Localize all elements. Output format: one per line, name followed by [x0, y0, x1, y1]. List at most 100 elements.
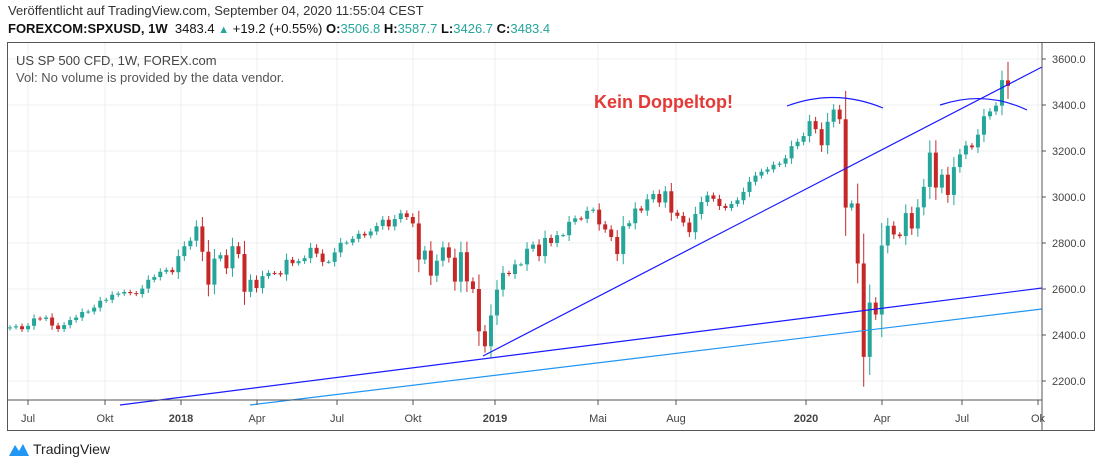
candle — [561, 233, 566, 238]
low-value: 3426.7 — [453, 21, 494, 36]
candle — [525, 242, 530, 271]
candle-body — [296, 261, 301, 264]
candle-body — [266, 272, 271, 277]
candle-body — [86, 311, 91, 313]
candle-body — [176, 256, 181, 273]
candle — [182, 241, 187, 261]
candle-body — [963, 145, 968, 155]
candle — [603, 221, 608, 233]
open-value: 3506.8 — [340, 21, 381, 36]
candle — [933, 140, 938, 200]
candle-body — [573, 218, 578, 222]
tradingview-logo[interactable]: TradingView — [8, 441, 110, 457]
candle-body — [543, 237, 548, 257]
candle-body — [374, 225, 379, 232]
candle — [218, 252, 223, 262]
x-tick-label: Aug — [666, 413, 686, 425]
candle-body — [110, 294, 115, 300]
candle — [855, 183, 860, 284]
candle-body — [519, 264, 524, 266]
candle-body — [891, 225, 896, 235]
legend-title: US SP 500 CFD, 1W, FOREX.com — [16, 53, 217, 68]
candle — [128, 289, 133, 296]
candle — [470, 277, 475, 294]
candle — [188, 237, 193, 250]
candle — [38, 316, 43, 321]
candle-body — [849, 203, 854, 208]
candle-body — [230, 246, 235, 269]
candle-body — [392, 219, 397, 227]
candle — [675, 209, 680, 219]
candle-body — [218, 255, 223, 259]
candle-body — [549, 237, 554, 243]
candle-body — [272, 272, 277, 274]
close-label: C: — [496, 21, 511, 36]
candle-body — [795, 141, 800, 147]
x-tick-label: Okt — [404, 413, 421, 425]
candle-body — [332, 252, 337, 262]
candle-body — [104, 299, 109, 301]
trendline-lower-light — [249, 308, 1043, 406]
candle-body — [855, 203, 860, 264]
x-tick-label: 2018 — [169, 413, 193, 425]
candle-body — [921, 186, 926, 208]
candle-body — [260, 276, 265, 289]
candle — [669, 182, 674, 221]
candle-body — [819, 129, 824, 146]
annotation-text: Kein Doppeltop! — [594, 92, 733, 112]
candle — [482, 324, 487, 353]
candle-body — [555, 235, 560, 243]
candle — [831, 104, 836, 128]
candle — [717, 194, 722, 210]
y-tick-label: 2400.0 — [1052, 330, 1086, 342]
candle — [212, 249, 217, 295]
candle-body — [705, 195, 710, 203]
candle — [975, 129, 980, 153]
candle-body — [633, 208, 638, 224]
candle-body — [356, 233, 361, 239]
candle — [609, 225, 614, 242]
candle — [711, 192, 716, 202]
candle-body — [975, 134, 980, 148]
candle — [651, 190, 656, 203]
candle — [44, 315, 49, 322]
candle — [86, 309, 91, 314]
top-arc-right — [939, 98, 1028, 111]
candle — [422, 246, 427, 265]
candle-body — [927, 152, 932, 187]
candle-body — [591, 209, 596, 211]
x-tick-label: Mai — [589, 413, 607, 425]
y-tick-label: 2200.0 — [1052, 376, 1086, 388]
candle-body — [62, 325, 67, 330]
candle — [969, 143, 974, 150]
candle — [248, 274, 253, 298]
candle-body — [224, 255, 229, 269]
candle — [158, 268, 163, 281]
candle-body — [567, 221, 572, 236]
candle — [693, 206, 698, 240]
candle-body — [68, 320, 73, 326]
candle — [320, 249, 325, 267]
chart-frame[interactable] — [7, 42, 1095, 431]
candle — [705, 191, 710, 206]
candle-body — [44, 317, 49, 319]
candle — [374, 222, 379, 235]
candle — [74, 314, 79, 323]
x-tick-label: Jul — [21, 413, 35, 425]
candle-body — [482, 331, 487, 347]
high-label: H: — [383, 21, 398, 36]
candle — [903, 204, 908, 245]
candle — [92, 304, 97, 315]
candle-body — [440, 247, 445, 261]
candle — [392, 215, 397, 231]
candle-body — [350, 238, 355, 243]
candle — [789, 140, 794, 164]
candle — [272, 270, 277, 276]
candle — [1006, 61, 1010, 99]
candle-body — [531, 244, 536, 249]
candle-body — [428, 250, 433, 276]
candle-body — [134, 293, 139, 295]
y-tick-label: 3400.0 — [1052, 100, 1086, 112]
candle-body — [699, 202, 704, 215]
